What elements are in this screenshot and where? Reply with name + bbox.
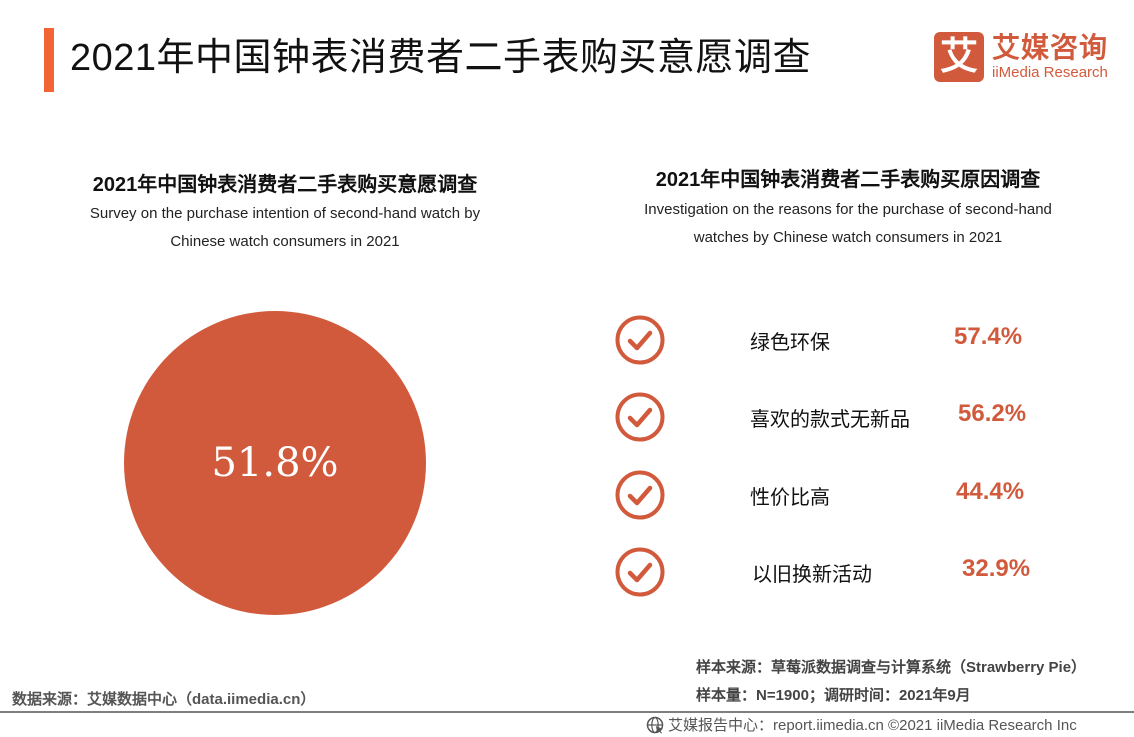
reason-value: 56.2% <box>958 400 1027 427</box>
globe-icon <box>646 716 664 733</box>
left-subtitle-line1: Survey on the purchase intention of seco… <box>89 205 481 222</box>
reason-label: 喜欢的款式无新品 <box>750 409 910 431</box>
right-chart-subtitle: Investigation on the reasons for the pur… <box>598 196 1098 252</box>
footer-divider <box>0 711 1134 713</box>
check-circle-icon <box>615 392 665 442</box>
sample-source: 样本来源：草莓派数据调查与计算系统（Strawberry Pie） <box>696 659 1087 676</box>
sample-size: 样本量：N=1900；调研时间：2021年9月 <box>696 687 971 704</box>
reason-item: 以旧换新活动 32.9% <box>614 546 1054 600</box>
pie-value-label: 51.8% <box>211 440 339 486</box>
reason-label: 绿色环保 <box>750 332 830 354</box>
page-title: 2021年中国钟表消费者二手表购买意愿调查 <box>70 37 812 79</box>
logo-mark-icon: 艾 <box>934 32 984 82</box>
left-chart-title: 2021年中国钟表消费者二手表购买意愿调查 <box>92 174 478 196</box>
data-source: 数据来源：艾媒数据中心（data.iimedia.cn） <box>12 691 316 708</box>
reason-label: 性价比高 <box>750 487 830 509</box>
reason-value: 32.9% <box>962 555 1031 582</box>
logo-en-text: iiMedia Research <box>992 64 1108 81</box>
title-accent-bar <box>44 28 54 92</box>
report-center-footer: 艾媒报告中心：report.iimedia.cn ©2021 iiMedia R… <box>646 714 1077 735</box>
left-chart-subtitle: Survey on the purchase intention of seco… <box>40 200 530 256</box>
reason-value: 57.4% <box>954 323 1023 350</box>
purchase-intention-pie: 51.8% <box>124 311 426 615</box>
iimedia-logo: 艾 艾媒咨询 iiMedia Research <box>934 32 1108 82</box>
right-subtitle-line1: Investigation on the reasons for the pur… <box>644 201 1052 218</box>
report-center-text: 艾媒报告中心：report.iimedia.cn ©2021 iiMedia R… <box>668 717 1077 734</box>
left-subtitle-line2: Chinese watch consumers in 2021 <box>170 233 400 250</box>
check-circle-icon <box>615 470 665 520</box>
reason-value: 44.4% <box>956 478 1025 505</box>
check-circle-icon <box>615 315 665 365</box>
check-circle-icon <box>615 547 665 597</box>
right-chart-title: 2021年中国钟表消费者二手表购买原因调查 <box>655 169 1041 191</box>
reason-label: 以旧换新活动 <box>752 564 872 586</box>
logo-cn-text: 艾媒咨询 <box>992 32 1109 63</box>
reason-item: 绿色环保 57.4% <box>614 314 1054 368</box>
reason-item: 喜欢的款式无新品 56.2% <box>614 391 1054 445</box>
reason-item: 性价比高 44.4% <box>614 469 1054 523</box>
right-subtitle-line2: watches by Chinese watch consumers in 20… <box>693 229 1003 246</box>
